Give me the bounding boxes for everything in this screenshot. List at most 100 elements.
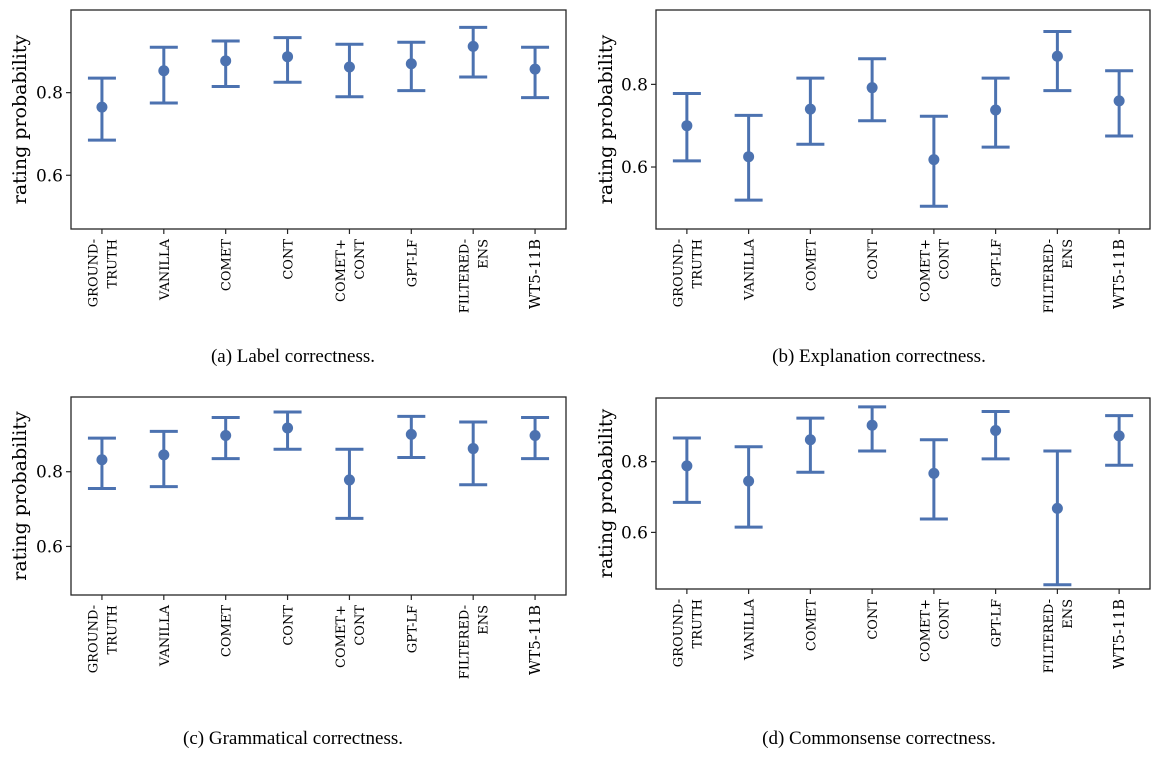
chart-panel-d: 0.6 0.8 rating probability GROUND- TRUTH VANI…	[586, 383, 1172, 765]
x-tick-label-a-6-0: FILTERED-	[458, 239, 473, 313]
x-tick-label-c-6-0: FILTERED-	[458, 605, 473, 679]
x-tick-label-d-2-0: COMET	[804, 599, 819, 651]
data-point-b-7	[1113, 95, 1125, 107]
x-tick-label-c-0-1: TRUTH	[105, 605, 120, 654]
x-tick-label-a-7-0: WT5-11B	[526, 239, 544, 309]
errorbar-c-5	[397, 414, 426, 460]
x-tick-label-c-4-1: CONT	[353, 605, 368, 646]
errorbar-c-7	[521, 416, 550, 461]
errorbar-c-3	[273, 410, 302, 451]
x-tick-label-a-3-0: CONT	[282, 239, 297, 280]
errorbar-a-2	[211, 39, 240, 88]
x-tick-label-a-6-1: ENS	[477, 239, 492, 269]
errorbar-a-6	[459, 25, 488, 79]
x-tick-label-d-6-0: FILTERED-	[1042, 599, 1057, 673]
x-tick-label-d-0-1: TRUTH	[690, 599, 705, 648]
plot-frame-a	[70, 9, 567, 230]
x-tick-label-a-0-1: TRUTH	[105, 239, 120, 288]
data-point-a-0	[96, 101, 108, 113]
x-tick-label-c-3-0: CONT	[282, 605, 297, 646]
data-point-c-1	[158, 449, 170, 461]
chart-panel-a: 0.6 0.8 rating probability GROUND- TRUTH VANI…	[0, 0, 586, 382]
x-tick-label-d-0-0: GROUND-	[671, 599, 686, 667]
errorbar-c-6	[459, 420, 488, 487]
x-tick-label-b-1-0: VANILLA	[743, 238, 758, 301]
chart-panel-c: 0.6 0.8 rating probability GROUND- TRUTH VANI…	[0, 383, 586, 765]
x-tick-label-d-6-1: ENS	[1061, 599, 1076, 629]
plot-frame-d	[655, 397, 1151, 590]
errorbar-d-1	[734, 445, 763, 529]
x-tick-label-c-5-0: GPT-LF	[405, 605, 420, 653]
x-tick-label-a-0-0: GROUND-	[86, 239, 101, 307]
x-tick-label-b-6-0: FILTERED-	[1042, 239, 1057, 313]
x-tick-label-a-4-1: CONT	[353, 239, 368, 280]
plot-frame-c	[70, 396, 567, 596]
data-point-d-3	[866, 419, 878, 431]
data-point-d-6	[1051, 502, 1063, 514]
x-tick-label-d-1-0: VANILLA	[743, 598, 758, 661]
x-tick-label-b-2-0: COMET	[804, 239, 819, 291]
errorbar-d-7	[1105, 414, 1134, 467]
errorbar-a-3	[273, 36, 302, 84]
data-point-d-2	[804, 434, 816, 446]
errorbar-b-6	[1043, 29, 1072, 93]
data-point-d-5	[990, 425, 1002, 437]
data-point-a-3	[282, 51, 294, 63]
x-tick-label-c-4-0: COMET+	[334, 605, 349, 668]
errorbar-a-5	[397, 40, 426, 93]
errorbar-b-7	[1105, 69, 1134, 138]
x-tick-label-b-0-1: TRUTH	[690, 239, 705, 288]
data-point-c-5	[405, 428, 417, 440]
y-tick-label-c-0: 0.6	[36, 537, 63, 557]
errorbar-b-1	[734, 113, 763, 202]
data-point-c-2	[220, 429, 232, 441]
x-tick-label-d-3-0: CONT	[866, 599, 881, 640]
plot-frame-b	[655, 9, 1151, 230]
errorbar-b-5	[981, 76, 1010, 149]
data-point-d-1	[743, 475, 755, 487]
x-tick-label-d-5-0: GPT-LF	[990, 599, 1005, 647]
data-point-a-5	[405, 58, 417, 70]
y-axis-label-b: rating probability	[595, 34, 617, 204]
y-tick-label-b-0: 0.6	[621, 158, 648, 178]
errorbar-b-0	[672, 91, 701, 163]
errorbar-d-4	[919, 438, 948, 521]
x-tick-label-c-7-0: WT5-11B	[526, 605, 544, 675]
data-point-c-4	[343, 474, 355, 486]
x-tick-label-d-4-1: CONT	[937, 599, 952, 640]
data-point-b-5	[990, 104, 1002, 116]
errorbar-c-2	[211, 416, 240, 461]
x-tick-label-c-2-0: COMET	[220, 605, 235, 657]
chart-panel-b: 0.6 0.8 rating probability GROUND- TRUTH VANI…	[586, 0, 1172, 382]
errorbar-c-4	[335, 447, 364, 520]
data-point-b-0	[681, 120, 693, 132]
x-tick-label-b-0-0: GROUND-	[671, 239, 686, 307]
x-tick-label-a-4-0: COMET+	[334, 239, 349, 302]
data-point-b-6	[1051, 50, 1063, 62]
data-point-c-3	[282, 422, 294, 434]
x-tick-label-d-7-0: WT5-11B	[1110, 599, 1128, 669]
caption-b: (b) Explanation correctness.	[772, 346, 986, 367]
errorbar-a-7	[521, 45, 550, 100]
y-axis-label-d: rating probability	[595, 408, 617, 578]
y-tick-label-c-1: 0.8	[36, 463, 63, 483]
x-tick-label-a-2-0: COMET	[220, 239, 235, 291]
data-point-a-7	[529, 63, 541, 75]
x-tick-label-c-0-0: GROUND-	[86, 605, 101, 673]
x-tick-label-b-3-0: CONT	[866, 239, 881, 280]
data-point-c-7	[529, 429, 541, 441]
x-tick-label-b-6-1: ENS	[1061, 239, 1076, 269]
data-point-b-3	[866, 82, 878, 94]
y-tick-label-d-0: 0.6	[621, 523, 648, 543]
errorbar-d-3	[858, 405, 887, 453]
y-tick-label-a-0: 0.6	[36, 166, 63, 186]
data-point-a-6	[467, 40, 479, 52]
errorbar-d-0	[672, 436, 701, 504]
x-tick-label-c-1-0: VANILLA	[158, 604, 173, 667]
caption-a: (a) Label correctness.	[210, 346, 376, 367]
y-tick-label-b-1: 0.8	[621, 75, 648, 95]
